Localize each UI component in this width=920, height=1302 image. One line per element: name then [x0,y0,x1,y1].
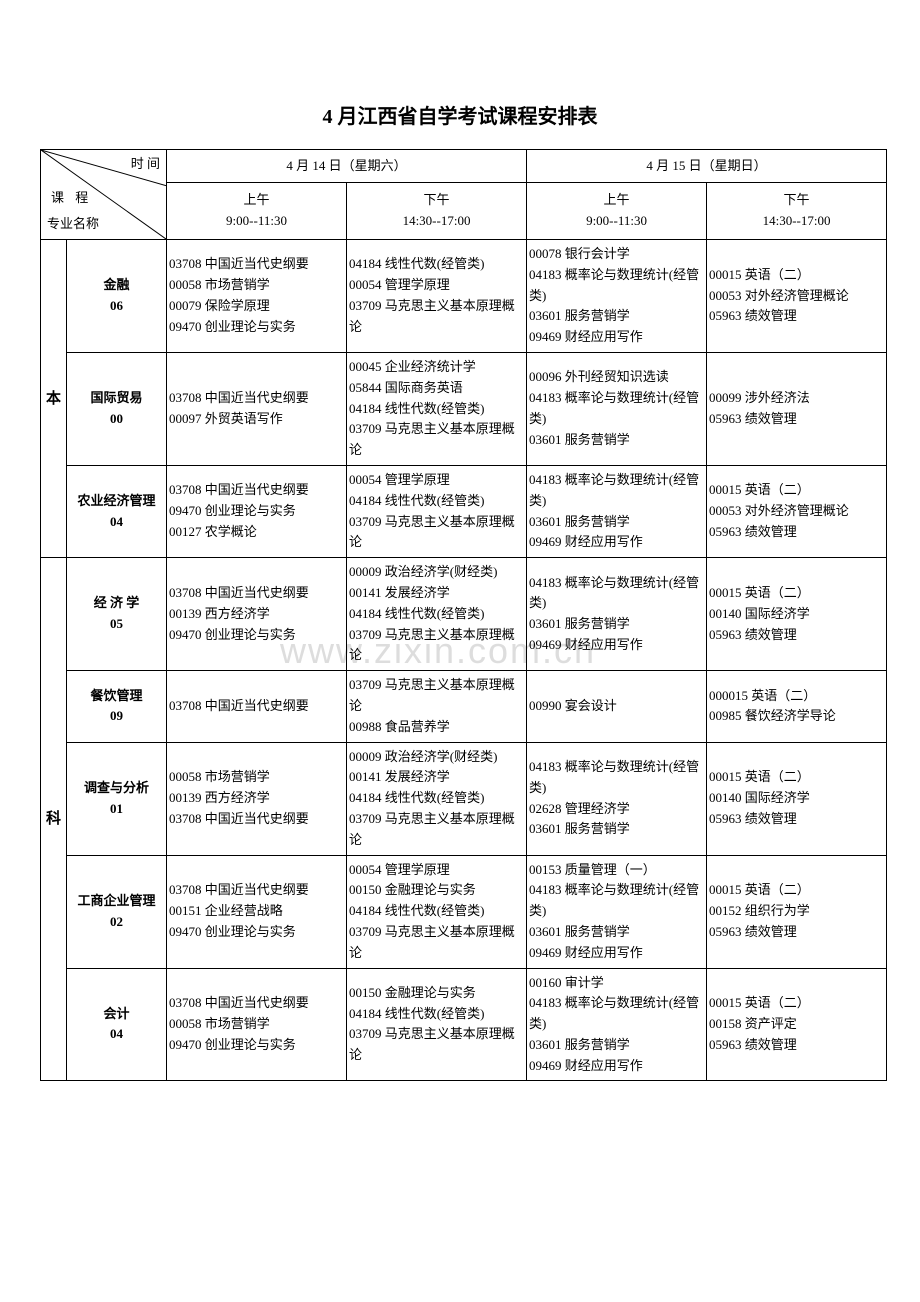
major-l1: 经 济 学 [94,595,140,610]
major-l2: 02 [110,914,123,929]
session-cell: 00015 英语（二）00158 资产评定05963 绩效管理 [707,968,887,1081]
table-row: 会计 04 03708 中国近当代史纲要00058 市场营销学09470 创业理… [41,968,887,1081]
table-row: 餐饮管理 09 03708 中国近当代史纲要 03709 马克思主义基本原理概论… [41,671,887,742]
day1-am-header: 上午 9:00--11:30 [167,183,347,240]
pm-label: 下午 [424,192,450,207]
session-cell: 00153 质量管理（一）04183 概率论与数理统计(经管类)03601 服务… [527,855,707,968]
diagonal-header: 时 间 课 程 专业名称 [41,150,167,240]
major-name: 调查与分析 01 [67,742,167,855]
session-cell: 00015 英语（二）00140 国际经济学05963 绩效管理 [707,742,887,855]
session-cell: 03708 中国近当代史纲要09470 创业理论与实务00127 农学概论 [167,465,347,557]
table-row: 本 金融 06 03708 中国近当代史纲要00058 市场营销学00079 保… [41,240,887,353]
session-cell: 000015 英语（二）00985 餐饮经济学导论 [707,671,887,742]
day2-am-header: 上午 9:00--11:30 [527,183,707,240]
major-l1: 农业经济管理 [77,493,155,508]
am-label: 上午 [243,192,269,207]
major-l1: 金融 [103,277,129,292]
category-ben: 本 [41,240,67,558]
session-cell: 03708 中国近当代史纲要00058 市场营销学00079 保险学原理0947… [167,240,347,353]
session-cell: 03708 中国近当代史纲要00151 企业经营战略09470 创业理论与实务 [167,855,347,968]
major-name: 国际贸易 00 [67,352,167,465]
session-cell: 00015 英语（二）00152 组织行为学05963 绩效管理 [707,855,887,968]
major-l2: 01 [110,801,123,816]
am-time: 9:00--11:30 [586,213,647,228]
major-l1: 调查与分析 [84,780,149,795]
major-l1: 餐饮管理 [90,688,142,703]
table-row: 科 经 济 学 05 03708 中国近当代史纲要00139 西方经济学0947… [41,558,887,671]
session-cell: 00078 银行会计学04183 概率论与数理统计(经管类)03601 服务营销… [527,240,707,353]
session-cell: 00058 市场营销学00139 西方经济学03708 中国近当代史纲要 [167,742,347,855]
session-cell: 03708 中国近当代史纲要 [167,671,347,742]
session-cell: 03708 中国近当代史纲要00058 市场营销学09470 创业理论与实务 [167,968,347,1081]
header-row-1: 时 间 课 程 专业名称 4 月 14 日（星期六） 4 月 15 日（星期日） [41,150,887,183]
major-name: 农业经济管理 04 [67,465,167,557]
major-l1: 会计 [103,1006,129,1021]
major-l2: 04 [110,514,123,529]
diag-label-major: 专业名称 [47,214,99,235]
session-cell: 00990 宴会设计 [527,671,707,742]
diag-label-time: 时 间 [131,154,160,175]
major-l2: 04 [110,1026,123,1041]
pm-label: 下午 [784,192,810,207]
session-cell: 04184 线性代数(经管类)00054 管理学原理03709 马克思主义基本原… [347,240,527,353]
day2-pm-header: 下午 14:30--17:00 [707,183,887,240]
major-name: 经 济 学 05 [67,558,167,671]
session-cell: 00015 英语（二）00140 国际经济学05963 绩效管理 [707,558,887,671]
major-l1: 国际贸易 [90,390,142,405]
session-cell: 00009 政治经济学(财经类)00141 发展经济学04184 线性代数(经管… [347,742,527,855]
major-name: 金融 06 [67,240,167,353]
session-cell: 00054 管理学原理00150 金融理论与实务04184 线性代数(经管类)0… [347,855,527,968]
session-cell: 04183 概率论与数理统计(经管类)03601 服务营销学09469 财经应用… [527,465,707,557]
session-cell: 03708 中国近当代史纲要00097 外贸英语写作 [167,352,347,465]
header-row-2: 上午 9:00--11:30 下午 14:30--17:00 上午 9:00--… [41,183,887,240]
session-cell: 00015 英语（二）00053 对外经济管理概论05963 绩效管理 [707,465,887,557]
diag-label-course: 课 程 [51,188,92,209]
am-time: 9:00--11:30 [226,213,287,228]
table-row: 调查与分析 01 00058 市场营销学00139 西方经济学03708 中国近… [41,742,887,855]
session-cell: 00015 英语（二）00053 对外经济管理概论05963 绩效管理 [707,240,887,353]
major-l2: 00 [110,411,123,426]
table-row: 工商企业管理 02 03708 中国近当代史纲要00151 企业经营战略0947… [41,855,887,968]
session-cell: 03708 中国近当代史纲要00139 西方经济学09470 创业理论与实务 [167,558,347,671]
table-row: 农业经济管理 04 03708 中国近当代史纲要09470 创业理论与实务001… [41,465,887,557]
session-cell: 00045 企业经济统计学05844 国际商务英语04184 线性代数(经管类)… [347,352,527,465]
day2-header: 4 月 15 日（星期日） [527,150,887,183]
session-cell: 00150 金融理论与实务04184 线性代数(经管类)03709 马克思主义基… [347,968,527,1081]
major-l2: 05 [110,616,123,631]
day1-pm-header: 下午 14:30--17:00 [347,183,527,240]
major-l1: 工商企业管理 [77,893,155,908]
session-cell: 04183 概率论与数理统计(经管类)03601 服务营销学09469 财经应用… [527,558,707,671]
am-label: 上午 [604,192,630,207]
major-l2: 06 [110,298,123,313]
session-cell: 00096 外刊经贸知识选读04183 概率论与数理统计(经管类)03601 服… [527,352,707,465]
major-name: 工商企业管理 02 [67,855,167,968]
day1-header: 4 月 14 日（星期六） [167,150,527,183]
session-cell: 00054 管理学原理04184 线性代数(经管类)03709 马克思主义基本原… [347,465,527,557]
major-l2: 09 [110,708,123,723]
session-cell: 00099 涉外经济法05963 绩效管理 [707,352,887,465]
session-cell: 00160 审计学04183 概率论与数理统计(经管类)03601 服务营销学0… [527,968,707,1081]
major-name: 会计 04 [67,968,167,1081]
session-cell: 03709 马克思主义基本原理概论00988 食品营养学 [347,671,527,742]
pm-time: 14:30--17:00 [763,213,831,228]
session-cell: 00009 政治经济学(财经类)00141 发展经济学04184 线性代数(经管… [347,558,527,671]
page-title: 4 月江西省自学考试课程安排表 [40,100,880,129]
schedule-table: 时 间 课 程 专业名称 4 月 14 日（星期六） 4 月 15 日（星期日）… [40,149,887,1081]
table-row: 国际贸易 00 03708 中国近当代史纲要00097 外贸英语写作 00045… [41,352,887,465]
pm-time: 14:30--17:00 [403,213,471,228]
category-ke: 科 [41,558,67,1081]
session-cell: 04183 概率论与数理统计(经管类)02628 管理经济学03601 服务营销… [527,742,707,855]
major-name: 餐饮管理 09 [67,671,167,742]
